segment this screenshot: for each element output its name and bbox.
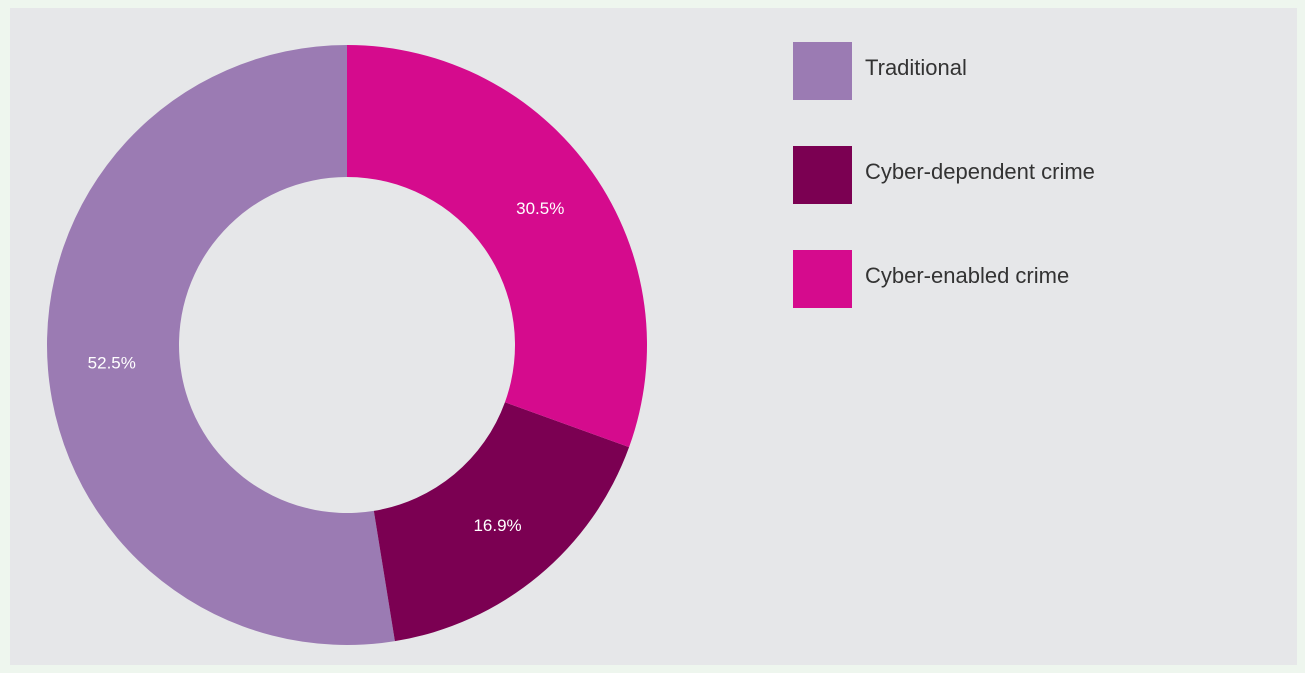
legend-swatch bbox=[793, 42, 852, 100]
legend-text: Cyber-dependent crime bbox=[865, 159, 1095, 184]
donut-slice bbox=[347, 45, 648, 448]
legend-text: Cyber-enabled crime bbox=[865, 263, 1069, 288]
legend-swatch bbox=[793, 250, 852, 308]
legend-text: Traditional bbox=[865, 55, 967, 80]
value-label: 16.9% bbox=[473, 516, 521, 535]
value-label: 30.5% bbox=[516, 199, 564, 218]
legend-swatch bbox=[793, 146, 852, 204]
donut-slice bbox=[373, 402, 630, 642]
value-label: 52.5% bbox=[88, 353, 136, 372]
donut-slice bbox=[47, 45, 395, 645]
